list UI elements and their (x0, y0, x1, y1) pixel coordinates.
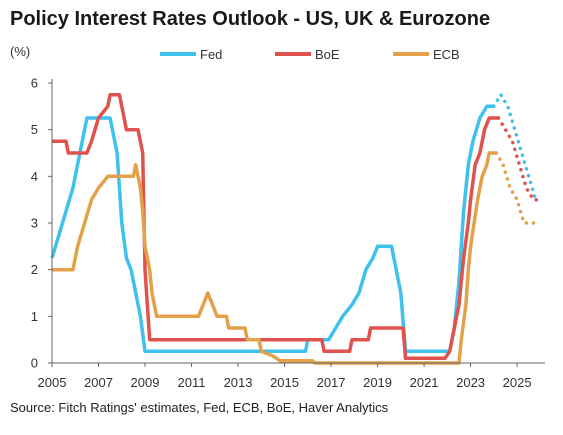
x-tick-label: 2021 (410, 375, 439, 390)
legend-label-fed: Fed (200, 47, 222, 62)
series-forecast-ecb (494, 151, 538, 225)
x-tick-label: 2007 (84, 375, 113, 390)
series-line-boe (52, 92, 499, 361)
y-axis-unit: (%) (10, 44, 31, 59)
series-forecast-boe (496, 116, 540, 202)
y-tick-label: 0 (31, 356, 38, 371)
x-tick-label: 2019 (363, 375, 392, 390)
x-tick-label: 2005 (38, 375, 67, 390)
y-tick-label: 3 (31, 216, 38, 231)
legend-item-boe: BoE (275, 47, 340, 62)
source-note: Source: Fitch Ratings' estimates, Fed, E… (10, 400, 389, 415)
legend-item-ecb: ECB (393, 47, 460, 62)
x-tick-label: 2011 (178, 375, 206, 390)
y-tick-label: 4 (31, 169, 38, 184)
x-tick-label: 2015 (270, 375, 299, 390)
chart-title: Policy Interest Rates Outlook - US, UK &… (10, 8, 491, 30)
x-tick-label: 2023 (456, 375, 485, 390)
y-tick-label: 1 (31, 309, 38, 324)
x-tick-label: 2009 (131, 375, 160, 390)
series-line-fed (50, 104, 494, 354)
y-tick-label: 6 (31, 76, 38, 91)
legend: Fed BoE ECB (160, 47, 460, 62)
x-tick-label: 2017 (317, 375, 346, 390)
axis-layer: 0 1 2 3 4 5 6 2005 2007 2009 2011 2013 2015 2017 2019 2… (31, 76, 545, 390)
legend-label-ecb: ECB (433, 47, 460, 62)
legend-label-boe: BoE (315, 47, 340, 62)
x-tick-label: 2013 (224, 375, 253, 390)
series-layer (50, 91, 540, 365)
y-tick-label: 5 (31, 122, 38, 137)
y-tick-label: 2 (31, 262, 38, 277)
series-line-ecb (52, 151, 497, 365)
series-forecast-fed (492, 91, 538, 202)
x-tick-label: 2025 (503, 375, 532, 390)
legend-item-fed: Fed (160, 47, 222, 62)
